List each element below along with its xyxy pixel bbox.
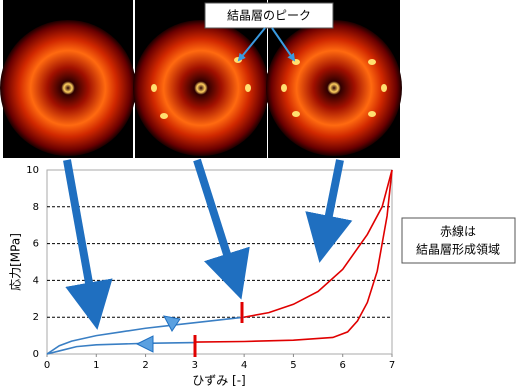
y-tick-label: 8 bbox=[33, 202, 39, 213]
y-tick-label: 10 bbox=[26, 165, 39, 176]
x-tick-label: 5 bbox=[290, 360, 296, 371]
x-tick-label: 2 bbox=[142, 360, 148, 371]
plot-frame bbox=[46, 169, 393, 355]
y-tick-label: 4 bbox=[33, 275, 39, 286]
x-tick-label: 0 bbox=[44, 360, 50, 371]
diffraction-images bbox=[0, 0, 402, 158]
y-tick-label: 6 bbox=[33, 239, 39, 250]
callout-box bbox=[204, 2, 334, 29]
x-tick-label: 7 bbox=[389, 360, 395, 371]
note-text: 結晶層形成領域 bbox=[416, 242, 500, 257]
series-line bbox=[46, 341, 195, 355]
callout-arrow bbox=[237, 27, 266, 62]
callout-text: 結晶層のピーク bbox=[227, 9, 311, 23]
note-text: 赤線は bbox=[440, 224, 476, 239]
x-tick-label: 3 bbox=[192, 360, 198, 371]
y-tick-label: 0 bbox=[33, 349, 39, 360]
x-axis-title: ひずみ [-] bbox=[192, 374, 246, 388]
direction-arrow bbox=[163, 315, 181, 332]
direction-arrow bbox=[135, 335, 154, 353]
x-tick-label: 1 bbox=[93, 360, 99, 371]
x-tick-label: 4 bbox=[241, 360, 247, 371]
note-box bbox=[401, 217, 516, 264]
series-line bbox=[46, 316, 245, 355]
y-axis-title: 応力[MPa] bbox=[9, 233, 23, 291]
series-line bbox=[243, 169, 393, 318]
y-tick-label: 2 bbox=[33, 312, 39, 323]
callout-arrow bbox=[271, 27, 296, 62]
image-arrow bbox=[193, 158, 250, 300]
image-arrow bbox=[63, 159, 113, 330]
image-arrow bbox=[305, 159, 353, 263]
series-line bbox=[194, 169, 393, 343]
x-tick-label: 6 bbox=[340, 360, 346, 371]
